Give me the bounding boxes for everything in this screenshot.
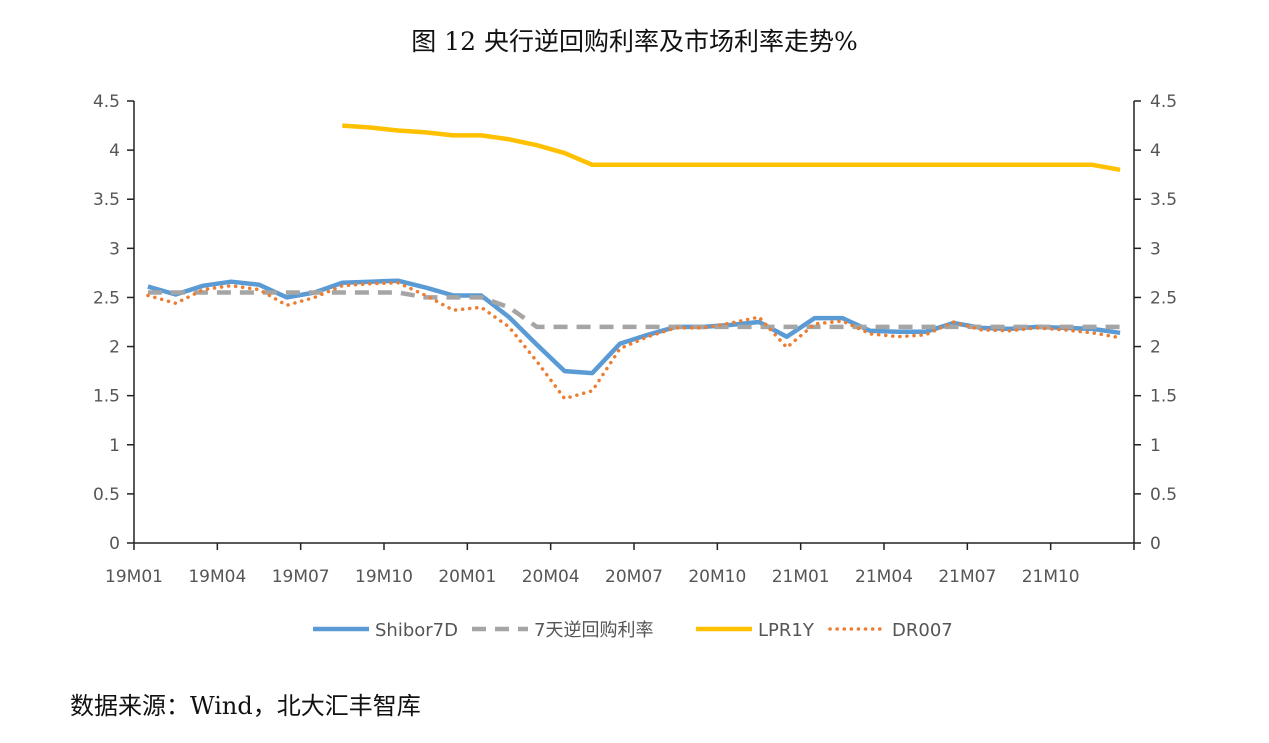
x-tick-label: 19M04 [188, 567, 246, 587]
y-tick-label-left: 4.5 [93, 92, 120, 112]
y-tick-label-right: 2 [1150, 338, 1161, 358]
y-tick-label-left: 1.5 [93, 387, 120, 407]
legend-label: 7天逆回购利率 [534, 620, 653, 641]
y-tick-label-left: 2.5 [93, 288, 120, 308]
y-tick-label-left: 3 [109, 239, 120, 259]
legend-label: Shibor7D [375, 620, 458, 641]
y-tick-label-left: 3.5 [93, 190, 120, 210]
legend-label: DR007 [892, 620, 953, 641]
y-tick-label-right: 4 [1150, 141, 1161, 161]
x-tick-label: 20M10 [688, 567, 746, 587]
x-tick-label: 20M01 [438, 567, 496, 587]
y-tick-label-right: 1.5 [1150, 387, 1177, 407]
series-line-7- [147, 290, 1121, 330]
x-tick-label: 20M04 [522, 567, 580, 587]
x-tick-label: 19M01 [105, 567, 163, 587]
y-tick-label-right: 3.5 [1150, 190, 1177, 210]
legend-item: LPR1Y [696, 620, 815, 641]
legend-item: DR007 [828, 620, 953, 641]
legend-item: Shibor7D [313, 620, 458, 641]
legend-item: 7天逆回购利率 [472, 620, 653, 641]
x-tick-label: 19M07 [272, 567, 330, 587]
chart-title: 图 12 央行逆回购利率及市场利率走势% [411, 27, 858, 56]
x-tick-label: 21M04 [855, 567, 913, 587]
x-tick-label: 19M10 [355, 567, 413, 587]
y-tick-label-right: 1 [1150, 436, 1161, 456]
x-tick-label: 21M01 [772, 567, 830, 587]
y-tick-label-left: 2 [109, 338, 120, 358]
y-tick-label-left: 0 [109, 534, 120, 554]
legend-label: LPR1Y [758, 620, 815, 641]
y-tick-label-right: 2.5 [1150, 288, 1177, 308]
y-tick-label-left: 0.5 [93, 485, 120, 505]
series-line-dr007 [146, 280, 1122, 401]
x-tick-label: 21M07 [938, 567, 996, 587]
x-tick-label: 21M10 [1022, 567, 1080, 587]
x-tick-label: 20M07 [605, 567, 663, 587]
y-tick-label-left: 4 [109, 141, 120, 161]
y-tick-label-right: 3 [1150, 239, 1161, 259]
y-tick-label-right: 4.5 [1150, 92, 1177, 112]
y-tick-label-right: 0 [1150, 534, 1161, 554]
source-note: 数据来源：Wind，北大汇丰智库 [70, 692, 421, 720]
y-tick-label-right: 0.5 [1150, 485, 1177, 505]
series-line-lpr1y [342, 123, 1121, 173]
y-tick-label-left: 1 [109, 436, 120, 456]
